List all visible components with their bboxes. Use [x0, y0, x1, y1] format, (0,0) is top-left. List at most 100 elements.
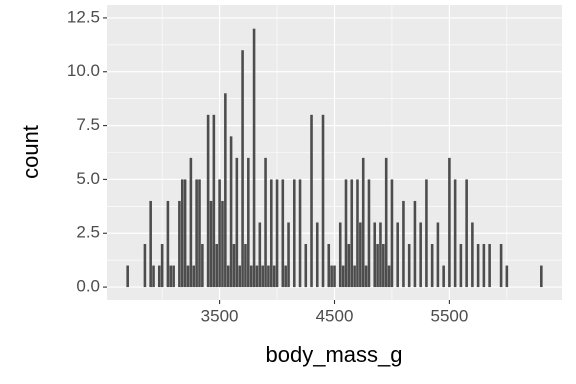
bar: [195, 179, 198, 288]
y-tick-label: 7.5: [76, 115, 100, 134]
bar: [442, 265, 445, 288]
bar: [353, 265, 356, 288]
bar: [430, 244, 434, 288]
bar: [232, 244, 236, 288]
bar: [359, 222, 362, 288]
bar: [192, 265, 196, 288]
bar: [341, 265, 345, 288]
bar: [327, 244, 331, 288]
bar: [367, 179, 371, 288]
bar: [126, 265, 129, 288]
bar: [166, 200, 170, 288]
x-axis-title: body_mass_g: [266, 342, 403, 367]
bar: [209, 200, 213, 288]
bar: [321, 114, 325, 288]
bar: [425, 179, 428, 288]
bar: [178, 200, 181, 288]
bar: [465, 179, 468, 288]
bar: [350, 179, 354, 288]
y-tick-label: 5.0: [76, 169, 100, 188]
bar: [390, 179, 394, 288]
bar: [221, 200, 224, 288]
bar: [281, 179, 285, 288]
bar: [218, 179, 221, 288]
bar: [235, 157, 239, 288]
bar: [448, 157, 451, 288]
bar: [315, 222, 319, 288]
bar: [143, 244, 147, 288]
bar: [379, 222, 382, 288]
bar: [270, 179, 273, 288]
x-tick-label: 3500: [201, 306, 239, 325]
bar: [459, 244, 463, 288]
bar: [249, 265, 253, 288]
bar: [152, 265, 155, 288]
bar: [252, 28, 256, 288]
bar: [413, 200, 417, 288]
bar: [396, 222, 399, 288]
bar: [180, 179, 184, 288]
bar: [264, 157, 267, 288]
bar: [160, 244, 164, 288]
bar: [387, 265, 391, 288]
bar: [361, 157, 365, 288]
bar: [292, 179, 296, 288]
bar: [149, 200, 152, 288]
y-tick-label: 10.0: [67, 61, 100, 80]
bar: [267, 265, 270, 288]
bar: [304, 244, 308, 288]
bar: [505, 265, 509, 288]
bar: [241, 50, 244, 288]
bar: [471, 222, 474, 288]
bar: [298, 179, 302, 288]
bar: [356, 179, 359, 288]
bar: [540, 265, 543, 288]
bar: [198, 179, 201, 288]
bar: [183, 179, 187, 288]
bar: [169, 265, 173, 288]
bar: [215, 244, 219, 288]
bar: [284, 265, 287, 288]
bar: [272, 265, 276, 288]
bar: [226, 265, 230, 288]
bar: [482, 244, 486, 288]
bar: [333, 265, 336, 288]
bar: [172, 265, 175, 288]
bar: [244, 244, 247, 288]
bar: [157, 265, 161, 288]
y-tick-label: 12.5: [67, 7, 100, 26]
bar: [212, 114, 216, 288]
bar: [347, 244, 351, 288]
bar: [310, 114, 313, 288]
bar: [453, 179, 457, 288]
bar: [287, 222, 290, 288]
bar: [373, 222, 377, 288]
bar: [186, 265, 190, 288]
bar: [407, 244, 411, 288]
bar: [275, 179, 279, 288]
bar: [402, 200, 405, 288]
x-tick-label: 4500: [316, 306, 354, 325]
x-tick-label: 5500: [430, 306, 468, 325]
bar: [364, 265, 368, 288]
y-tick-label: 2.5: [76, 223, 100, 242]
bar: [499, 244, 503, 288]
bar: [344, 179, 348, 288]
bar: [189, 157, 193, 288]
bar: [247, 157, 250, 288]
bar: [201, 244, 204, 288]
bar: [261, 265, 264, 288]
bar: [258, 222, 262, 288]
bar: [384, 157, 388, 288]
bar: [229, 136, 233, 288]
y-axis-title: count: [18, 125, 43, 179]
bar: [224, 93, 227, 288]
bar: [255, 265, 259, 288]
bar: [382, 244, 385, 288]
bar: [206, 114, 210, 288]
bar: [338, 222, 342, 288]
y-tick-label: 0.0: [76, 277, 100, 296]
bar: [488, 244, 491, 288]
bar: [238, 265, 242, 288]
